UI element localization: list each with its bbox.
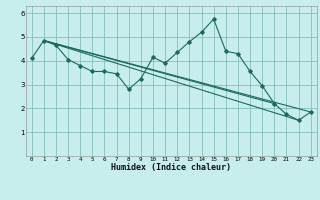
X-axis label: Humidex (Indice chaleur): Humidex (Indice chaleur): [111, 163, 231, 172]
